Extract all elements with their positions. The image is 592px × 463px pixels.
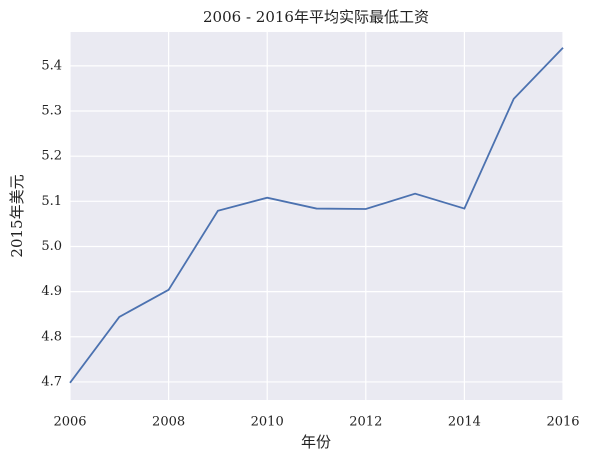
x-tick-label: 2014	[448, 415, 481, 430]
y-tick-label: 5.2	[41, 149, 62, 164]
y-tick-label: 4.9	[41, 284, 62, 299]
y-tick-label: 4.8	[41, 329, 62, 344]
y-tick-label: 5.1	[41, 194, 62, 209]
y-tick-label: 5.4	[41, 58, 62, 73]
plot-area	[70, 32, 563, 400]
y-tick-label: 4.7	[41, 374, 62, 389]
line-series	[69, 47, 564, 384]
x-tick-label: 2010	[251, 415, 284, 430]
x-tick-label: 2016	[546, 415, 579, 430]
y-tick-label: 5.3	[41, 104, 62, 119]
x-tick-label: 2008	[152, 415, 185, 430]
x-tick-label: 2006	[53, 415, 86, 430]
y-axis-label: 2015年美元	[8, 174, 26, 257]
chart-title: 2006 - 2016年平均实际最低工资	[203, 8, 429, 26]
y-tick-label: 5.0	[41, 239, 62, 254]
x-tick-label: 2012	[349, 415, 382, 430]
x-axis-label: 年份	[301, 433, 331, 451]
